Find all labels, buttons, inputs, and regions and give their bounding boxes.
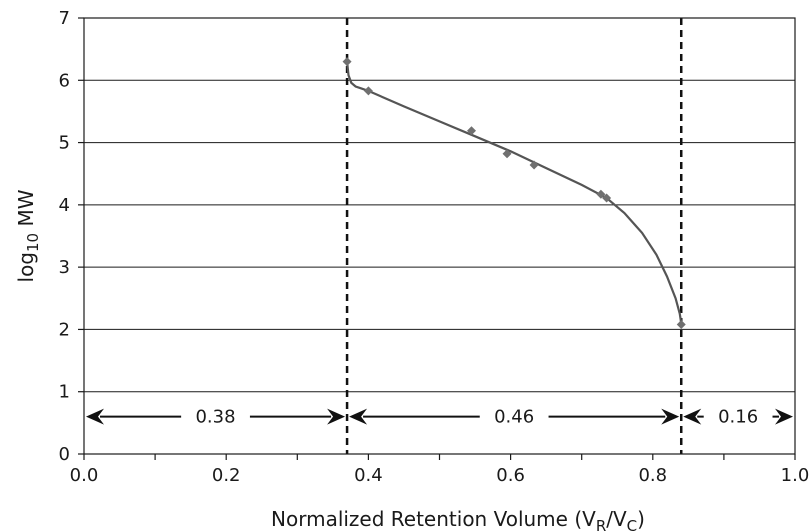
gridlines (84, 79, 795, 393)
x-axis-ticks: 0.0 0.2 0.4 0.6 0.8 1.0 (70, 454, 810, 486)
y-tick-label: 7 (59, 8, 70, 29)
y-tick-label: 4 (59, 195, 70, 216)
arrow-head-right (661, 408, 680, 425)
y-tick-label: 6 (59, 70, 70, 91)
y-tick-label: 0 (59, 444, 70, 465)
x-tick-label: 0.6 (496, 465, 525, 486)
region-arrows: 0.38 0.46 0.16 (86, 407, 793, 428)
data-point-marker (676, 319, 686, 329)
fit-curve (346, 61, 683, 324)
data-point-marker (342, 57, 352, 67)
arrow-head-left (349, 408, 368, 425)
arrow-head-left (683, 408, 702, 425)
y-axis-title: log10 MW (14, 189, 42, 282)
x-tick-label: 1.0 (781, 465, 810, 486)
y-tick-label: 5 (59, 133, 70, 154)
data-point-marker (363, 86, 373, 96)
data-point-marker (529, 160, 539, 170)
y-axis-ticks: 0 1 2 3 4 5 6 7 (59, 8, 84, 465)
region-label: 0.46 (494, 407, 534, 428)
arrow-head-right (327, 408, 346, 425)
arrow-head-right (775, 408, 793, 425)
x-tick-label: 0.8 (638, 465, 667, 486)
region-label: 0.16 (718, 407, 758, 428)
y-tick-label: 1 (59, 382, 70, 403)
region-dividers (345, 18, 683, 454)
data-point-marker (602, 193, 612, 203)
data-point-marker (466, 126, 476, 136)
data-series (342, 57, 686, 329)
y-tick-label: 2 (59, 319, 70, 340)
x-tick-label: 0.2 (212, 465, 241, 486)
x-axis-title: Normalized Retention Volume (VR/VC) (271, 507, 645, 532)
arrow-head-left (86, 408, 104, 425)
x-tick-label: 0.0 (70, 465, 99, 486)
data-point-marker (596, 189, 606, 199)
region-label: 0.38 (195, 407, 235, 428)
x-tick-label: 0.4 (354, 465, 383, 486)
data-point-marker (502, 149, 512, 159)
y-tick-label: 3 (59, 257, 70, 278)
plot-area-frame (83, 17, 796, 455)
